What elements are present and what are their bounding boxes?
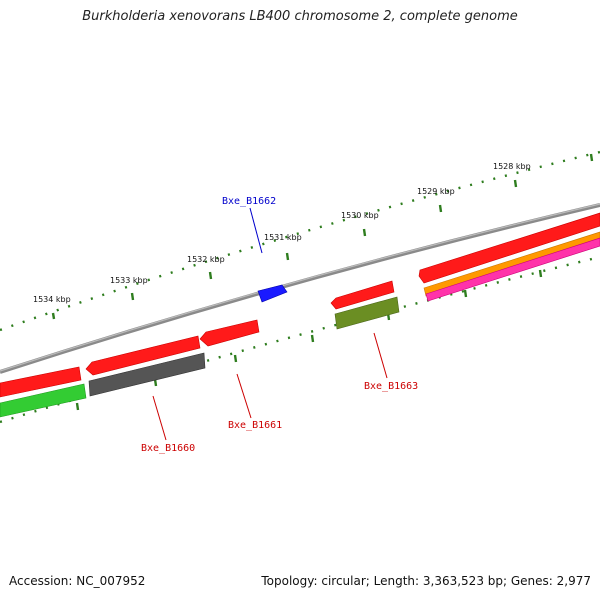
leader-bxe-b1660	[152, 395, 167, 441]
scale-label-1530: 1530 kbp	[341, 211, 379, 220]
gene-orange[interactable]	[423, 231, 600, 297]
scale-label-1531: 1531 kbp	[264, 233, 302, 242]
gene-green[interactable]	[0, 383, 87, 418]
gene-label-bxe-b1663[interactable]: Bxe_B1663	[364, 381, 418, 392]
leader-bxe-b1662	[249, 207, 263, 254]
gene-label-bxe-b1660[interactable]: Bxe_B1660	[141, 443, 195, 454]
gene-label-bxe-b1662[interactable]: Bxe_B1662	[222, 196, 276, 207]
gene-red-bxe-b1663[interactable]	[330, 280, 395, 310]
gene-pink[interactable]	[425, 237, 600, 302]
gene-olive[interactable]	[334, 296, 400, 330]
scale-label-1532: 1532 kbp	[187, 255, 225, 264]
gene-red-bxe-b1661[interactable]	[199, 319, 260, 347]
genome-title: Burkholderia xenovorans LB400 chromosome…	[82, 9, 518, 24]
inner-tick-ring	[0, 255, 600, 424]
gene-red-right[interactable]	[418, 212, 600, 284]
accession-text: Accession: NC_007952	[9, 574, 146, 588]
backbone-highlight	[0, 203, 600, 372]
gene-dark-gray[interactable]	[88, 352, 206, 397]
leader-bxe-b1663	[373, 332, 388, 379]
gene-blue-bxe-b1662[interactable]	[257, 284, 288, 303]
scale-label-1533: 1533 kbp	[110, 276, 148, 285]
genome-backbone	[0, 203, 600, 374]
gene-red-left[interactable]	[0, 366, 82, 398]
scale-label-1534: 1534 kbp	[33, 295, 71, 304]
topology-text: Topology: circular; Length: 3,363,523 bp…	[261, 574, 591, 588]
gene-red-bxe-b1660[interactable]	[85, 335, 201, 376]
scale-label-1528: 1528 kbp	[493, 162, 531, 171]
leader-bxe-b1661	[236, 373, 252, 419]
scale-label-1529: 1529 kbp	[417, 187, 455, 196]
gene-label-bxe-b1661[interactable]: Bxe_B1661	[228, 420, 282, 431]
